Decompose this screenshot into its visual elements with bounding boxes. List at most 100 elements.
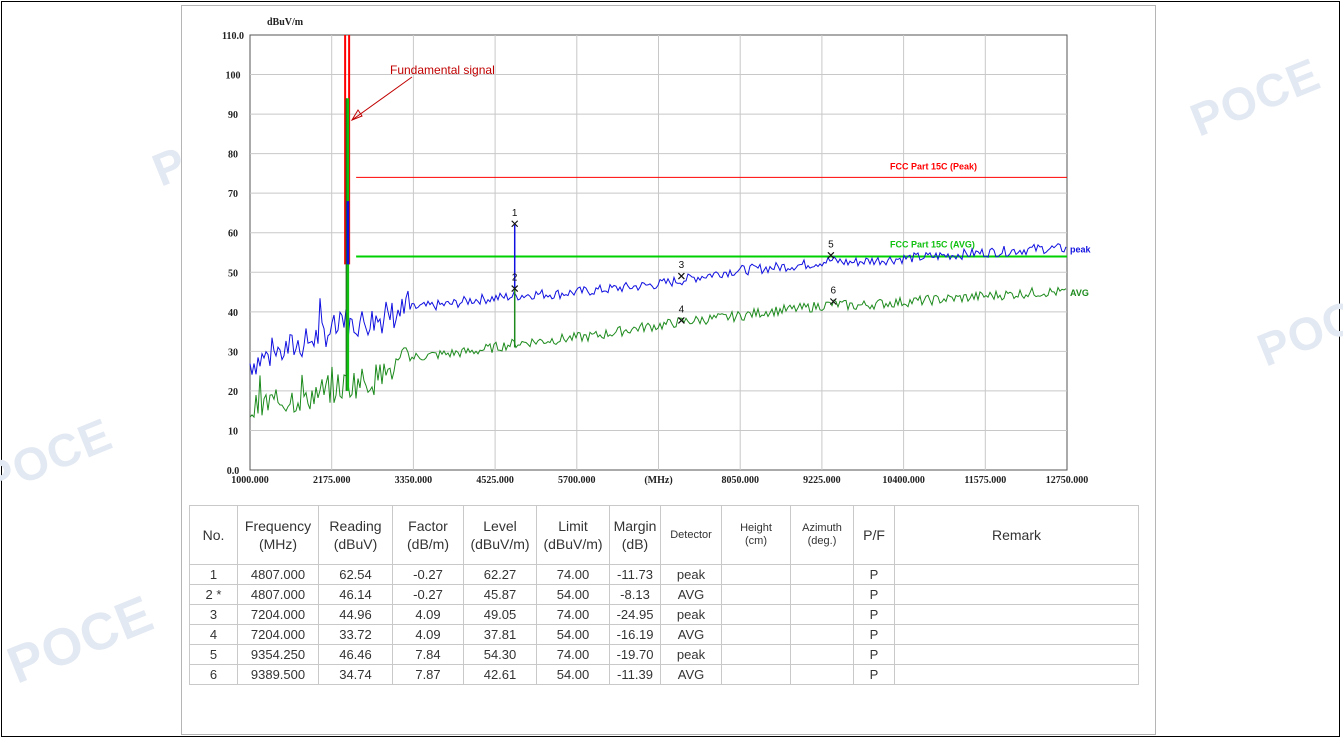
table-cell: 49.05 (463, 604, 537, 625)
table-header-cell: Limit (dBuV/m) (536, 505, 610, 565)
table-cell: P (853, 584, 895, 605)
x-tick-label: (MHz) (644, 475, 672, 486)
y-tick-label: 0.0 (227, 466, 240, 477)
table-header-row: No. Frequency (MHz) Reading (dBuV) Factor (… (189, 505, 1139, 565)
emission-chart: FCC Part 15C (Peak) FCC Part 15C (AVG) pe… (222, 17, 1092, 486)
table-cell: P (853, 664, 895, 685)
table-cell (790, 664, 854, 685)
series-lines: peak AVG (249, 35, 1092, 419)
marker-label: 6 (831, 285, 837, 296)
x-tick-label: 12750.000 (1046, 475, 1089, 486)
y-tick-label: 80 (228, 150, 238, 161)
table-cell: 3 (189, 604, 238, 625)
series-line-avg (249, 286, 1067, 419)
chart-grid (249, 34, 1068, 471)
table-cell: P (853, 644, 895, 665)
y-tick-label: 90 (228, 110, 238, 121)
table-cell: AVG (660, 624, 722, 645)
table-body: 1 4807.000 62.54 -0.27 62.27 74.00 -11.73 peak P… (189, 564, 1139, 685)
x-tick-label: 2175.000 (313, 475, 351, 486)
series-label: AVG (1070, 288, 1089, 298)
table-row: 3 7204.000 44.96 4.09 49.05 74.00 -24.95 peak P (189, 604, 1139, 625)
table-cell (894, 584, 1139, 605)
table-cell: 1 (189, 564, 238, 585)
table-header-cell: Remark (894, 505, 1139, 565)
table-cell: 45.87 (463, 584, 537, 605)
y-tick-label: 20 (228, 387, 238, 398)
table-cell (894, 624, 1139, 645)
table-cell (721, 664, 791, 685)
table-row: 6 9389.500 34.74 7.87 42.61 54.00 -11.39 AVG P (189, 664, 1139, 685)
table-cell: peak (660, 604, 722, 625)
table-cell (894, 664, 1139, 685)
table-cell: 7.87 (392, 664, 464, 685)
table-cell: 34.74 (318, 664, 393, 685)
table-header-cell: Height (cm) (721, 505, 791, 565)
marker-x (827, 251, 835, 259)
x-tick-label: 10400.000 (882, 475, 925, 486)
table-cell: 9389.500 (237, 664, 319, 685)
marker-label: 4 (679, 304, 685, 315)
limit-label: FCC Part 15C (Peak) (890, 161, 977, 171)
marker-x (511, 220, 519, 228)
table-cell: P (853, 564, 895, 585)
limit-label: FCC Part 15C (AVG) (890, 239, 975, 249)
table-cell (721, 584, 791, 605)
fundamental-annotation: Fundamental signal (390, 63, 495, 77)
table-cell: 62.54 (318, 564, 393, 585)
table-row: 2 * 4807.000 46.14 -0.27 45.87 54.00 -8.13 AVG P (189, 584, 1139, 605)
y-tick-label: 110.0 (222, 31, 244, 42)
y-tick-label: 60 (228, 229, 238, 240)
table-cell: 37.81 (463, 624, 537, 645)
table-cell: 33.72 (318, 624, 393, 645)
table-cell: 62.27 (463, 564, 537, 585)
markers: 1 2 3 4 5 6 (511, 208, 837, 324)
table-cell (790, 624, 854, 645)
table-cell (894, 644, 1139, 665)
table-row: 5 9354.250 46.46 7.84 54.30 74.00 -19.70 peak P (189, 644, 1139, 665)
table-cell (894, 564, 1139, 585)
marker-label: 2 (512, 273, 518, 284)
table-cell: -0.27 (392, 584, 464, 605)
table-cell: 54.00 (536, 664, 610, 685)
table-cell: -0.27 (392, 564, 464, 585)
table-cell (721, 644, 791, 665)
table-cell: peak (660, 644, 722, 665)
fundamental-peak-body (346, 201, 350, 265)
table-cell: peak (660, 564, 722, 585)
table-cell (790, 564, 854, 585)
table-cell (790, 644, 854, 665)
table-cell (721, 604, 791, 625)
table-cell: P (853, 604, 895, 625)
y-tick-label: 30 (228, 347, 238, 358)
table-cell (790, 584, 854, 605)
x-tick-label: 11575.000 (964, 475, 1006, 486)
x-tick-label: 1000.000 (231, 475, 269, 486)
y-tick-label: 50 (228, 268, 238, 279)
table-cell: 54.00 (536, 624, 610, 645)
table-cell: 7.84 (392, 644, 464, 665)
table-cell: 6 (189, 664, 238, 685)
table-cell: 4 (189, 624, 238, 645)
table-cell: 4807.000 (237, 564, 319, 585)
table-cell: -8.13 (609, 584, 661, 605)
table-cell: -11.39 (609, 664, 661, 685)
table-cell: -11.73 (609, 564, 661, 585)
y-tick-label: 40 (228, 308, 238, 319)
table-header-cell: Detector (660, 505, 722, 565)
marker-label: 5 (828, 239, 834, 250)
marker-label: 3 (679, 260, 685, 271)
table-cell: 2 * (189, 584, 238, 605)
y-tick-label: 70 (228, 189, 238, 200)
table-cell (790, 604, 854, 625)
table-cell: -16.19 (609, 624, 661, 645)
table-cell: -24.95 (609, 604, 661, 625)
table-cell: 74.00 (536, 564, 610, 585)
x-tick-label: 4525.000 (476, 475, 514, 486)
annotation-arrowhead (350, 109, 363, 122)
x-tick-label: 9225.000 (803, 475, 841, 486)
x-tick-label: 3350.000 (395, 475, 433, 486)
table-cell: 46.46 (318, 644, 393, 665)
table-header-cell: P/F (853, 505, 895, 565)
